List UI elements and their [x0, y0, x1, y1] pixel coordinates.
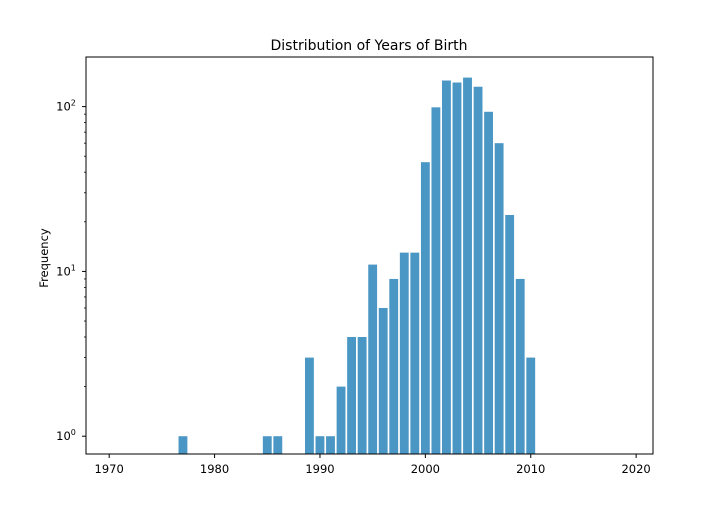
bar-1996: [378, 307, 388, 454]
bar-2007: [494, 143, 504, 455]
bar-2006: [484, 111, 494, 455]
bar-1999: [410, 252, 420, 454]
y-tick-exponent: 0: [71, 428, 76, 437]
x-tick-label: 1990: [305, 462, 334, 476]
bar-2001: [431, 107, 441, 454]
bar-1995: [368, 264, 378, 454]
bar-1977: [178, 436, 188, 454]
y-tick-base: 10: [56, 264, 71, 278]
chart-title: Distribution of Years of Birth: [270, 38, 467, 54]
x-tick-label: 2000: [411, 462, 440, 476]
bar-1991: [326, 436, 335, 454]
bar-1994: [357, 337, 367, 454]
x-tick-label: 1980: [200, 462, 229, 476]
bar-1989: [305, 357, 314, 454]
y-tick-label: 102: [56, 99, 76, 114]
bar-1985: [262, 436, 272, 454]
x-ticks: 1970 1980 1990 2000 2010 2020: [95, 454, 651, 476]
plot-frame: [85, 56, 654, 455]
bar-1993: [347, 337, 357, 454]
x-tick-label: 2020: [621, 462, 650, 476]
bar-2000: [420, 162, 430, 454]
y-axis-label: Frequency: [37, 228, 51, 288]
bar-1986: [273, 436, 283, 454]
y-tick-base: 10: [56, 100, 71, 114]
bar-2002: [442, 80, 451, 454]
bar-2008: [505, 214, 515, 454]
x-tick-label: 1970: [95, 462, 124, 476]
y-tick-label: 101: [56, 263, 76, 278]
bar-1997: [389, 278, 399, 454]
bar-2004: [463, 77, 472, 454]
y-tick-label: 100: [56, 428, 76, 443]
bar-2005: [473, 86, 483, 455]
y-tick-exponent: 1: [71, 263, 76, 272]
bar-2003: [452, 82, 462, 454]
y-tick-exponent: 2: [71, 99, 76, 108]
x-tick-label: 2010: [516, 462, 545, 476]
bar-1998: [399, 252, 409, 454]
bar-1990: [315, 436, 325, 454]
bar-2009: [515, 278, 525, 454]
bar-1992: [336, 386, 346, 454]
bar-2010: [526, 357, 536, 454]
bars-group: [178, 77, 536, 455]
y-tick-base: 10: [56, 429, 71, 443]
